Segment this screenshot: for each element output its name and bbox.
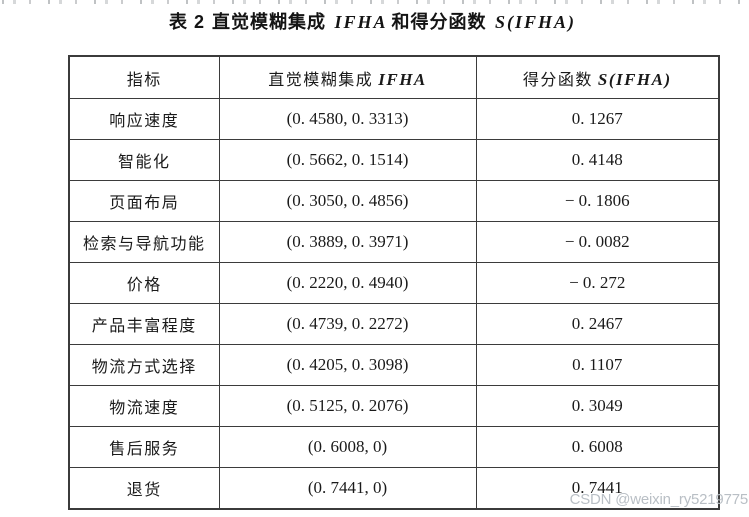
score-cell: 0. 3049 bbox=[475, 385, 720, 427]
table-row: 售后服务 (0. 6008, 0) 0. 6008 bbox=[68, 426, 720, 468]
table-caption: 表 2 直觉模糊集成 IFHA 和得分函数 S(IFHA) bbox=[0, 8, 749, 34]
indicator-cell: 响应速度 bbox=[68, 98, 220, 140]
score-cell: − 0. 1806 bbox=[475, 180, 720, 222]
ifha-cell: (0. 2220, 0. 4940) bbox=[218, 262, 477, 304]
table-row: 产品丰富程度 (0. 4739, 0. 2272) 0. 2467 bbox=[68, 303, 720, 345]
table-row: 页面布局 (0. 3050, 0. 4856) − 0. 1806 bbox=[68, 180, 720, 222]
csdn-watermark: CSDN @weixin_ry5219775 bbox=[569, 491, 749, 508]
score-cell: 0. 2467 bbox=[475, 303, 720, 345]
ifha-cell: (0. 5662, 0. 1514) bbox=[218, 139, 477, 181]
ifha-cell: (0. 4739, 0. 2272) bbox=[218, 303, 477, 345]
ifha-cell: (0. 3050, 0. 4856) bbox=[218, 180, 477, 222]
score-cell: − 0. 272 bbox=[475, 262, 720, 304]
cropped-text-artifact bbox=[2, 0, 747, 4]
header-row: 指标 直觉模糊集成 IFHA 得分函数 S(IFHA) bbox=[68, 55, 720, 99]
col-header-ifha: 直觉模糊集成 IFHA bbox=[218, 55, 477, 99]
ifha-cell: (0. 7441, 0) bbox=[218, 467, 477, 510]
table-row: 价格 (0. 2220, 0. 4940) − 0. 272 bbox=[68, 262, 720, 304]
table-row: 智能化 (0. 5662, 0. 1514) 0. 4148 bbox=[68, 139, 720, 181]
indicator-cell: 智能化 bbox=[68, 139, 220, 181]
indicator-cell: 页面布局 bbox=[68, 180, 220, 222]
indicator-cell: 退货 bbox=[68, 467, 220, 510]
col-header-score-math: S(IFHA) bbox=[597, 69, 672, 89]
ifha-cell: (0. 5125, 0. 2076) bbox=[218, 385, 477, 427]
score-cell: 0. 6008 bbox=[475, 426, 720, 468]
caption-text-1: 直觉模糊集成 bbox=[211, 12, 326, 32]
table-row: 退货 (0. 7441, 0) 0. 7441 bbox=[68, 467, 720, 510]
table-row: 物流速度 (0. 5125, 0. 2076) 0. 3049 bbox=[68, 385, 720, 427]
score-cell: − 0. 0082 bbox=[475, 221, 720, 263]
table-row: 物流方式选择 (0. 4205, 0. 3098) 0. 1107 bbox=[68, 344, 720, 386]
ifha-cell: (0. 4580, 0. 3313) bbox=[218, 98, 477, 140]
indicator-cell: 物流速度 bbox=[68, 385, 220, 427]
col-header-score-cn: 得分函数 bbox=[522, 71, 593, 89]
score-cell: 0. 1267 bbox=[475, 98, 720, 140]
indicator-cell: 售后服务 bbox=[68, 426, 220, 468]
table-row: 检索与导航功能 (0. 3889, 0. 3971) − 0. 0082 bbox=[68, 221, 720, 263]
indicator-cell: 物流方式选择 bbox=[68, 344, 220, 386]
col-header-score: 得分函数 S(IFHA) bbox=[475, 55, 720, 99]
caption-math-ifha: IFHA bbox=[334, 12, 388, 32]
col-header-ifha-cn: 直觉模糊集成 bbox=[268, 71, 374, 89]
indicator-cell: 价格 bbox=[68, 262, 220, 304]
score-cell: 0. 4148 bbox=[475, 139, 720, 181]
score-cell: 0. 1107 bbox=[475, 344, 720, 386]
table-row: 响应速度 (0. 4580, 0. 3313) 0. 1267 bbox=[68, 98, 720, 140]
col-header-indicator: 指标 bbox=[68, 55, 220, 99]
ifha-cell: (0. 4205, 0. 3098) bbox=[218, 344, 477, 386]
caption-math-score: S(IFHA) bbox=[495, 12, 577, 32]
indicator-cell: 产品丰富程度 bbox=[68, 303, 220, 345]
score-cell: 0. 7441 bbox=[475, 467, 720, 510]
caption-table-label: 表 2 bbox=[168, 12, 205, 32]
ifha-cell: (0. 3889, 0. 3971) bbox=[218, 221, 477, 263]
indicator-cell: 检索与导航功能 bbox=[68, 221, 220, 263]
caption-text-2: 和得分函数 bbox=[391, 12, 487, 32]
col-header-ifha-math: IFHA bbox=[378, 69, 427, 89]
ifha-score-table: 指标 直觉模糊集成 IFHA 得分函数 S(IFHA) 响应速度 (0. 4580,… bbox=[68, 55, 720, 510]
ifha-cell: (0. 6008, 0) bbox=[218, 426, 477, 468]
